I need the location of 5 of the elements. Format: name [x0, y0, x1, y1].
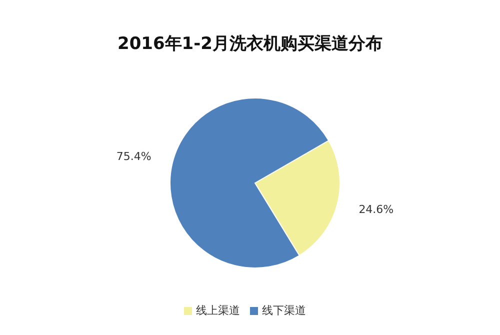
legend-label: 线上渠道 [196, 304, 240, 317]
chart-title: 2016年1-2月洗衣机购买渠道分布 [116, 33, 384, 55]
data-label: 75.4% [116, 150, 152, 164]
legend-label: 线下渠道 [262, 304, 306, 317]
data-label: 24.6% [358, 202, 394, 216]
